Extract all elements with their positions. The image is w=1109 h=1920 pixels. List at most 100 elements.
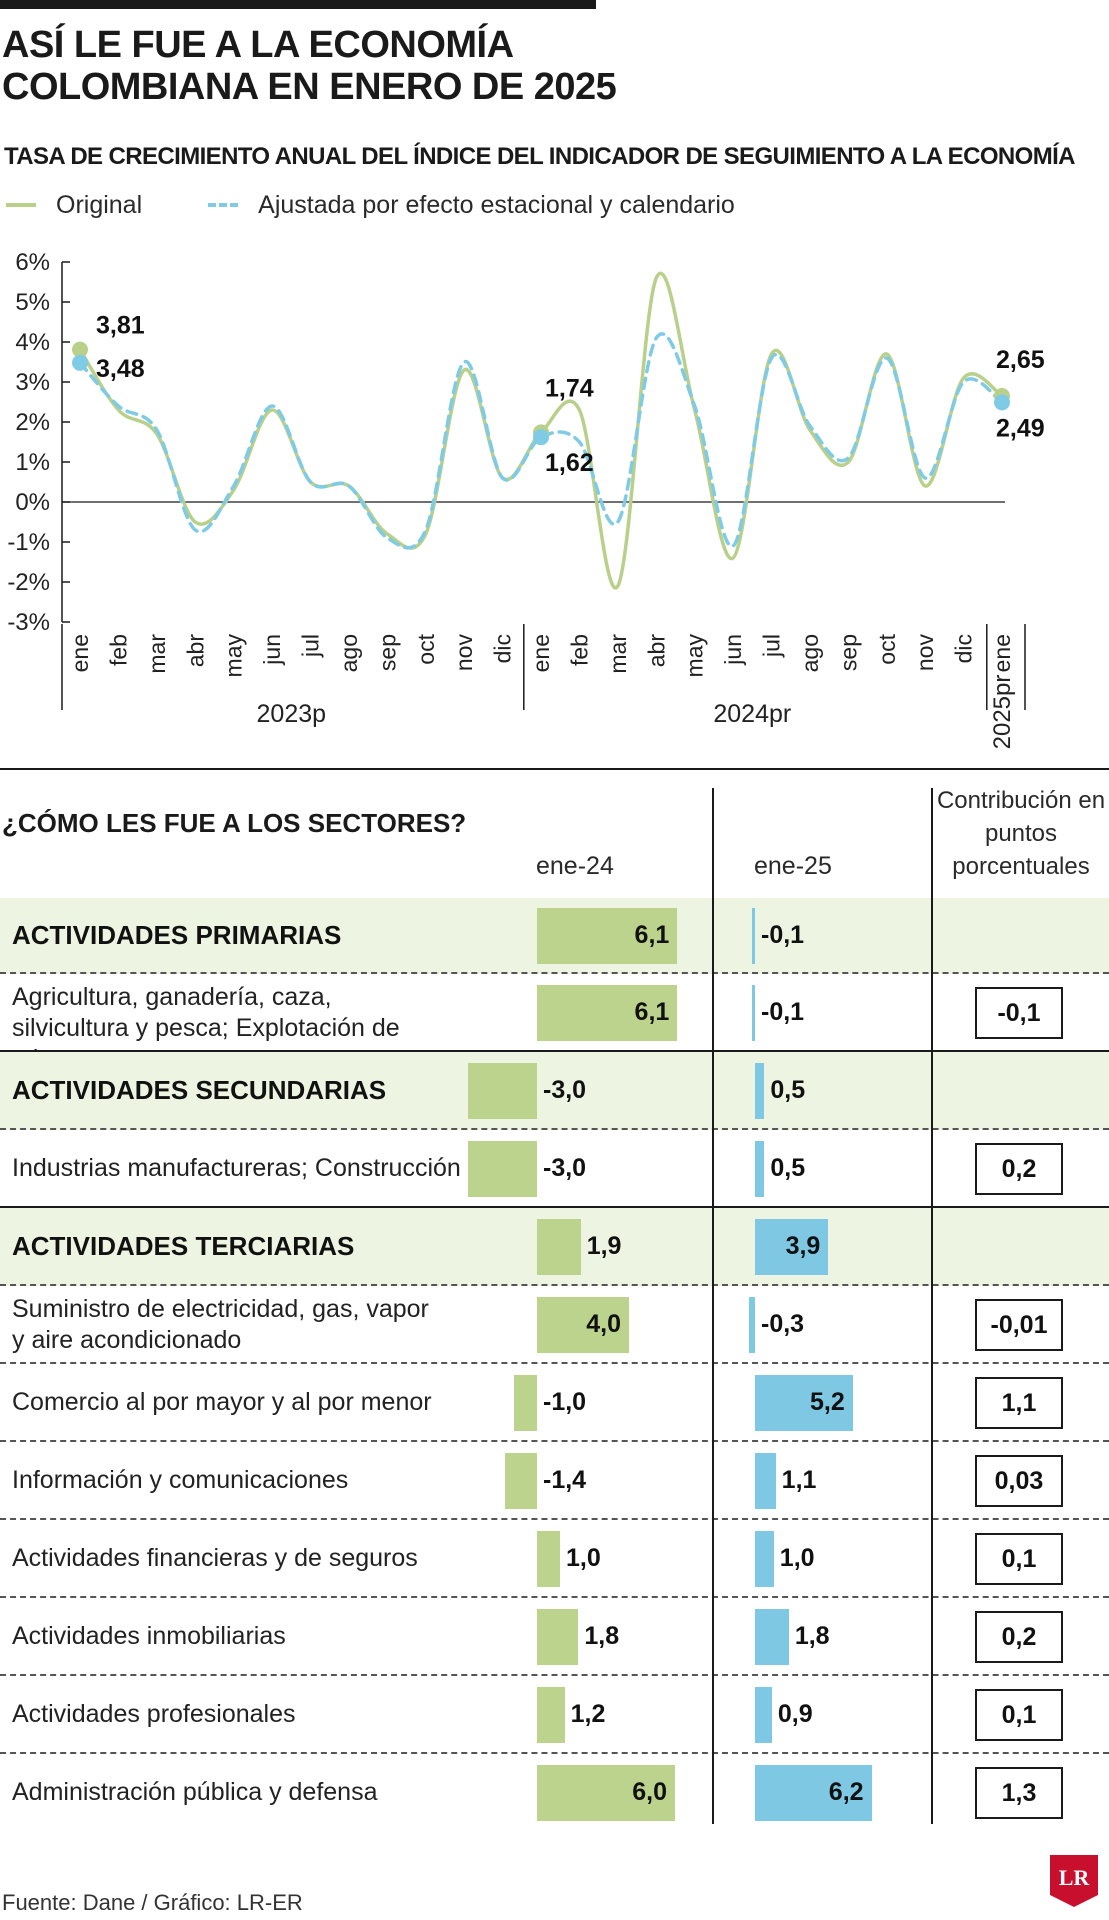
contribution-value: 0,1 bbox=[975, 1533, 1063, 1585]
sector-label: Comercio al por mayor y al por menor bbox=[12, 1388, 432, 1416]
ene-25-bar bbox=[755, 1765, 872, 1821]
ene-25-bar bbox=[749, 1297, 755, 1353]
year-label: 2023p bbox=[257, 700, 327, 728]
x-tick-label: jul bbox=[298, 634, 324, 658]
sector-row: Suministro de electricidad, gas, vapor y… bbox=[0, 1286, 1109, 1364]
contribution-value: 0,2 bbox=[975, 1611, 1063, 1663]
x-tick-label: abr bbox=[643, 634, 669, 668]
ene-25-bar bbox=[755, 1219, 829, 1275]
sector-group-row: ACTIVIDADES TERCIARIAS 1,9 3,9 bbox=[0, 1208, 1109, 1286]
contribution-value: 1,1 bbox=[975, 1377, 1063, 1429]
ene-25-bar bbox=[755, 1063, 765, 1119]
x-tick-label: ene bbox=[989, 634, 1015, 672]
x-tick-label: feb bbox=[105, 634, 131, 666]
ene-24-value: 4,0 bbox=[586, 1310, 621, 1338]
ene-24-value: -1,4 bbox=[543, 1466, 587, 1494]
ene-24-value: -3,0 bbox=[543, 1154, 587, 1182]
legend-swatch-original bbox=[6, 203, 36, 207]
ene-24-bar bbox=[468, 1141, 537, 1197]
legend-item-adjusted: Ajustada por efecto estacional y calenda… bbox=[208, 191, 735, 220]
title-line-2: COLOMBIANA EN ENERO DE 2025 bbox=[2, 66, 617, 108]
chart-legend: Original Ajustada por efecto estacional … bbox=[6, 190, 801, 220]
ene-25-value: 5,2 bbox=[810, 1388, 845, 1416]
sector-label: Actividades inmobiliarias bbox=[12, 1622, 286, 1650]
ene-25-value: 0,5 bbox=[770, 1076, 806, 1104]
title-line-1: ASÍ LE FUE A LA ECONOMÍA bbox=[2, 24, 514, 66]
row-separator bbox=[0, 1674, 1109, 1676]
x-tick-label: sep bbox=[374, 634, 400, 671]
sector-label: Actividades profesionales bbox=[12, 1700, 296, 1728]
sectors-title: ¿CÓMO LES FUE A LOS SECTORES? bbox=[2, 808, 467, 838]
x-tick-label: sep bbox=[835, 634, 861, 671]
ene-24-value: 6,1 bbox=[634, 998, 670, 1026]
ene-25-bar bbox=[752, 985, 755, 1041]
ene-24-bar bbox=[514, 1375, 537, 1431]
sector-label: Suministro de electricidad, gas, vapor y… bbox=[12, 1295, 429, 1354]
legend-label-adjusted: Ajustada por efecto estacional y calenda… bbox=[258, 190, 735, 219]
y-tick-label: -3% bbox=[7, 609, 50, 636]
lr-logo: LR bbox=[1050, 1855, 1098, 1907]
ene-24-value: 6,1 bbox=[634, 921, 670, 949]
ene-24-value: 1,8 bbox=[584, 1622, 620, 1650]
marker-original bbox=[72, 341, 88, 358]
ene-24-bar bbox=[537, 985, 678, 1041]
ene-25-value: 1,0 bbox=[779, 1544, 815, 1572]
sector-row: Actividades profesionales 1,2 0,9 0,1 bbox=[0, 1676, 1109, 1754]
svg-text:LR: LR bbox=[1059, 1865, 1091, 1890]
row-separator bbox=[0, 1596, 1109, 1598]
x-tick-label: mar bbox=[144, 634, 170, 674]
legend-item-original: Original bbox=[6, 191, 142, 220]
contribution-value: 0,1 bbox=[975, 1689, 1063, 1741]
ene-25-value: -0,3 bbox=[761, 1310, 805, 1338]
ene-25-value: 6,2 bbox=[828, 1778, 864, 1806]
x-tick-label: may bbox=[221, 634, 247, 678]
x-tick-label: ene bbox=[528, 634, 554, 672]
ene-25-bar bbox=[755, 1141, 765, 1197]
sector-label: ACTIVIDADES SECUNDARIAS bbox=[12, 1075, 387, 1105]
ene-24-bar bbox=[537, 1609, 579, 1665]
y-tick-label: 1% bbox=[15, 449, 50, 476]
x-tick-label: nov bbox=[912, 634, 938, 672]
ene-24-value: -1,0 bbox=[543, 1388, 587, 1416]
y-tick-label: -1% bbox=[7, 529, 50, 556]
contribution-value: -0,1 bbox=[975, 987, 1063, 1039]
ene-25-value: 1,8 bbox=[794, 1622, 830, 1650]
x-tick-label: jun bbox=[720, 634, 746, 666]
ene-25-bar bbox=[755, 1687, 772, 1743]
row-separator bbox=[0, 972, 1109, 974]
ene-24-bar bbox=[537, 1765, 675, 1821]
x-tick-label: may bbox=[682, 634, 708, 678]
legend-label-original: Original bbox=[56, 190, 143, 219]
sector-label: Industrias manufactureras; Construcción bbox=[12, 1154, 461, 1182]
x-tick-label: oct bbox=[874, 633, 900, 664]
column-header-ene-24: ene-24 bbox=[536, 852, 614, 880]
column-divider-1 bbox=[712, 788, 714, 1824]
sector-label: Información y comunicaciones bbox=[12, 1466, 349, 1494]
section-divider bbox=[0, 768, 1109, 770]
data-label: 2,65 bbox=[996, 346, 1045, 374]
ene-25-bar bbox=[755, 1453, 776, 1509]
ene-25-bar bbox=[752, 908, 755, 964]
ene-25-value: -0,1 bbox=[761, 998, 805, 1026]
ene-25-value: 1,1 bbox=[781, 1466, 817, 1494]
sector-group-row: ACTIVIDADES SECUNDARIAS -3,0 0,5 bbox=[0, 1052, 1109, 1130]
ene-25-bar bbox=[755, 1531, 774, 1587]
page-title: ASÍ LE FUE A LA ECONOMÍA COLOMBIANA EN E… bbox=[2, 24, 617, 108]
row-separator bbox=[0, 1362, 1109, 1364]
contribution-value: 1,3 bbox=[975, 1767, 1063, 1819]
sector-row: Industrias manufactureras; Construcción -… bbox=[0, 1130, 1109, 1208]
ene-25-bar bbox=[755, 1375, 853, 1431]
ene-24-value: 6,0 bbox=[632, 1778, 667, 1806]
row-separator bbox=[0, 1518, 1109, 1520]
x-tick-label: dic bbox=[951, 634, 977, 663]
sector-row: Agricultura, ganadería, caza, silvicultu… bbox=[0, 974, 1109, 1073]
x-tick-label: nov bbox=[451, 634, 477, 672]
ene-24-value: 1,0 bbox=[566, 1544, 601, 1572]
data-label: 2,49 bbox=[996, 414, 1045, 442]
sector-label: Actividades financieras y de seguros bbox=[12, 1544, 418, 1572]
ene-24-value: -3,0 bbox=[543, 1076, 587, 1104]
y-tick-label: 4% bbox=[15, 329, 50, 356]
ene-24-value: 1,9 bbox=[586, 1232, 622, 1260]
ene-25-value: 0,5 bbox=[770, 1154, 806, 1182]
column-header-ene-25: ene-25 bbox=[754, 852, 832, 880]
